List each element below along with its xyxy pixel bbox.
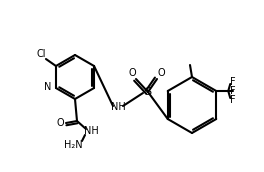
Text: NH: NH [84,126,98,136]
Text: S: S [144,87,152,97]
Text: O: O [56,118,64,128]
Text: Cl: Cl [36,49,46,59]
Text: N: N [44,82,51,92]
Text: O: O [128,68,136,78]
Text: F: F [230,77,236,87]
Text: NH: NH [111,102,125,112]
Text: H₂N: H₂N [64,140,82,150]
Text: F: F [230,95,236,105]
Text: O: O [157,68,165,78]
Text: F: F [230,86,236,96]
